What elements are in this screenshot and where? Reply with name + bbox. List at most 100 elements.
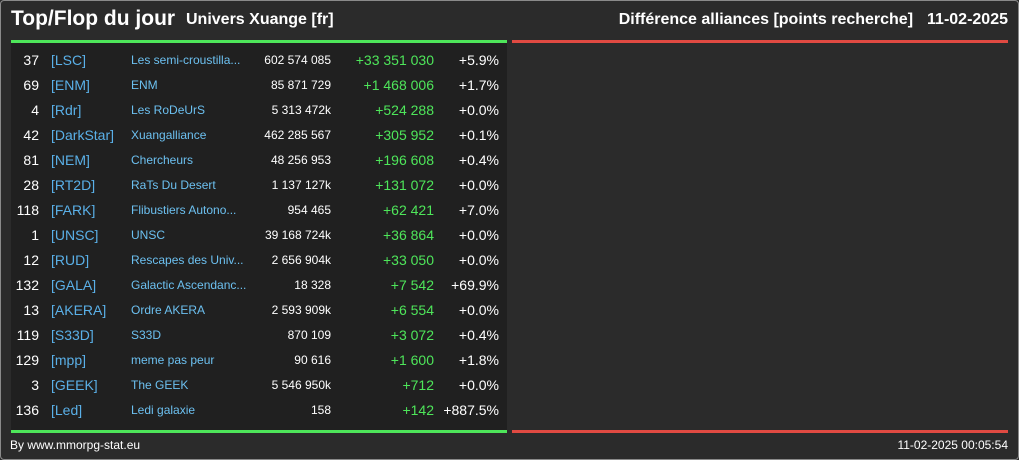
universe-label: Univers Xuange [fr]: [186, 11, 334, 28]
alliance-rank: 136: [15, 402, 39, 418]
alliance-percent: +0.4%: [458, 327, 499, 343]
alliance-percent: +0.0%: [458, 377, 499, 393]
alliance-diff: +33 050: [383, 252, 434, 268]
alliance-diff: +524 288: [375, 102, 434, 118]
alliance-percent: +1.8%: [458, 352, 499, 368]
alliance-name[interactable]: Les semi-croustilla...: [131, 53, 241, 67]
alliance-points: 2 593 909k: [271, 303, 331, 317]
alliance-rank: 3: [31, 377, 39, 393]
alliance-tag[interactable]: [NEM]: [51, 152, 90, 168]
alliance-name[interactable]: UNSC: [131, 228, 166, 242]
alliance-tag[interactable]: [FARK]: [51, 202, 96, 218]
alliance-points: 90 616: [294, 353, 331, 367]
bottom-divider-green: [11, 430, 507, 433]
alliance-tag[interactable]: [S33D]: [51, 327, 94, 343]
alliance-tag[interactable]: [UNSC]: [51, 227, 99, 243]
alliance-name[interactable]: meme pas peur: [131, 353, 215, 367]
alliance-name[interactable]: Les RoDeUrS: [131, 103, 206, 117]
alliance-name[interactable]: RaTs Du Desert: [131, 178, 216, 192]
alliance-diff: +33 351 030: [355, 52, 434, 68]
alliance-percent: +0.4%: [458, 152, 499, 168]
alliance-points: 39 168 724k: [264, 228, 331, 242]
list-item: 118 [FARK] Flibustiers Autono... 954 465…: [11, 198, 507, 223]
alliance-rank: 118: [16, 202, 39, 218]
alliance-diff: +712: [402, 377, 434, 393]
alliance-rank: 42: [23, 127, 39, 143]
top-divider-red: [512, 40, 1008, 43]
alliance-name[interactable]: Galactic Ascendanc...: [131, 278, 247, 292]
alliance-points: 85 871 729: [270, 78, 331, 92]
alliance-rank: 129: [15, 352, 39, 368]
alliance-name[interactable]: ENM: [131, 78, 158, 92]
alliance-diff: +7 542: [390, 277, 434, 293]
alliance-points: 18 328: [294, 278, 331, 292]
alliance-diff: +131 072: [375, 177, 434, 193]
alliance-points: 870 109: [287, 328, 331, 342]
alliance-percent: +5.9%: [458, 52, 499, 68]
list-item: 42 [DarkStar] Xuangalliance 462 285 567 …: [11, 123, 507, 148]
list-item: 28 [RT2D] RaTs Du Desert 1 137 127k +131…: [11, 173, 507, 198]
alliance-percent: +1.7%: [458, 77, 499, 93]
alliance-tag[interactable]: [AKERA]: [51, 302, 107, 318]
alliance-points: 158: [310, 403, 331, 417]
alliance-diff: +6 554: [390, 302, 434, 318]
list-item: 132 [GALA] Galactic Ascendanc... 18 328 …: [11, 273, 507, 298]
list-item: 81 [NEM] Chercheurs 48 256 953 +196 608 …: [11, 148, 507, 173]
alliance-name[interactable]: Flibustiers Autono...: [131, 203, 237, 217]
list-item: 37 [LSC] Les semi-croustilla... 602 574 …: [11, 48, 507, 73]
alliance-rank: 37: [23, 52, 39, 68]
list-item: 13 [AKERA] Ordre AKERA 2 593 909k +6 554…: [11, 298, 507, 323]
alliance-percent: +7.0%: [458, 202, 499, 218]
alliance-points: 2 656 904k: [271, 253, 331, 267]
alliance-name[interactable]: Chercheurs: [131, 153, 194, 167]
alliance-percent: +69.9%: [451, 277, 499, 293]
alliance-rank: 12: [23, 252, 39, 268]
alliance-points: 462 285 567: [264, 128, 331, 142]
alliance-tag[interactable]: [DarkStar]: [51, 127, 115, 143]
alliance-tag[interactable]: [Rdr]: [51, 102, 82, 118]
alliance-diff: +196 608: [375, 152, 434, 168]
top-panel: [11, 40, 507, 432]
alliance-diff: +62 421: [383, 202, 434, 218]
alliance-name[interactable]: The GEEK: [131, 378, 189, 392]
alliance-tag[interactable]: [GALA]: [51, 277, 97, 293]
alliance-rank: 4: [31, 102, 39, 118]
list-item: 1 [UNSC] UNSC 39 168 724k +36 864 +0.0%: [11, 223, 507, 248]
alliance-tag[interactable]: [GEEK]: [51, 377, 98, 393]
list-item: 12 [RUD] Rescapes des Univ... 2 656 904k…: [11, 248, 507, 273]
alliance-name[interactable]: Ledi galaxie: [131, 403, 196, 417]
alliance-name[interactable]: Xuangalliance: [131, 128, 207, 142]
alliance-diff: +1 600: [390, 352, 434, 368]
alliance-diff: +36 864: [383, 227, 434, 243]
alliance-percent: +0.0%: [458, 177, 499, 193]
alliance-name[interactable]: Ordre AKERA: [131, 303, 206, 317]
alliance-tag[interactable]: [LSC]: [51, 52, 87, 68]
bottom-divider-red: [512, 430, 1008, 433]
alliance-diff: +142: [402, 402, 434, 418]
alliance-rank: 13: [23, 302, 39, 318]
list-item: 136 [Led] Ledi galaxie 158 +142 +887.5%: [11, 398, 507, 423]
alliance-name[interactable]: S33D: [131, 328, 162, 342]
alliance-points: 5 313 472k: [271, 103, 331, 117]
alliance-tag[interactable]: [ENM]: [51, 77, 90, 93]
alliance-rank: 69: [23, 77, 39, 93]
alliance-tag[interactable]: [RT2D]: [51, 177, 96, 193]
alliance-tag[interactable]: [Led]: [51, 402, 83, 418]
top-alliances-list: 37 [LSC] Les semi-croustilla... 602 574 …: [11, 48, 507, 423]
alliance-name[interactable]: Rescapes des Univ...: [131, 253, 244, 267]
alliance-percent: +0.0%: [458, 252, 499, 268]
alliance-tag[interactable]: [RUD]: [51, 252, 90, 268]
alliance-rank: 1: [31, 227, 39, 243]
alliance-tag[interactable]: [mpp]: [51, 352, 87, 368]
list-item: 119 [S33D] S33D 870 109 +3 072 +0.4%: [11, 323, 507, 348]
list-item: 3 [GEEK] The GEEK 5 546 950k +712 +0.0%: [11, 373, 507, 398]
alliance-diff: +1 468 006: [363, 77, 434, 93]
alliance-percent: +0.1%: [458, 127, 499, 143]
footer-timestamp: 11-02-2025 00:05:54: [897, 438, 1008, 452]
alliance-percent: +0.0%: [458, 102, 499, 118]
source-credit[interactable]: By www.mmorpg-stat.eu: [10, 438, 141, 452]
alliance-points: 602 574 085: [264, 53, 331, 67]
alliance-points: 954 465: [287, 203, 331, 217]
alliance-diff: +305 952: [375, 127, 434, 143]
flop-panel: [512, 40, 1008, 432]
